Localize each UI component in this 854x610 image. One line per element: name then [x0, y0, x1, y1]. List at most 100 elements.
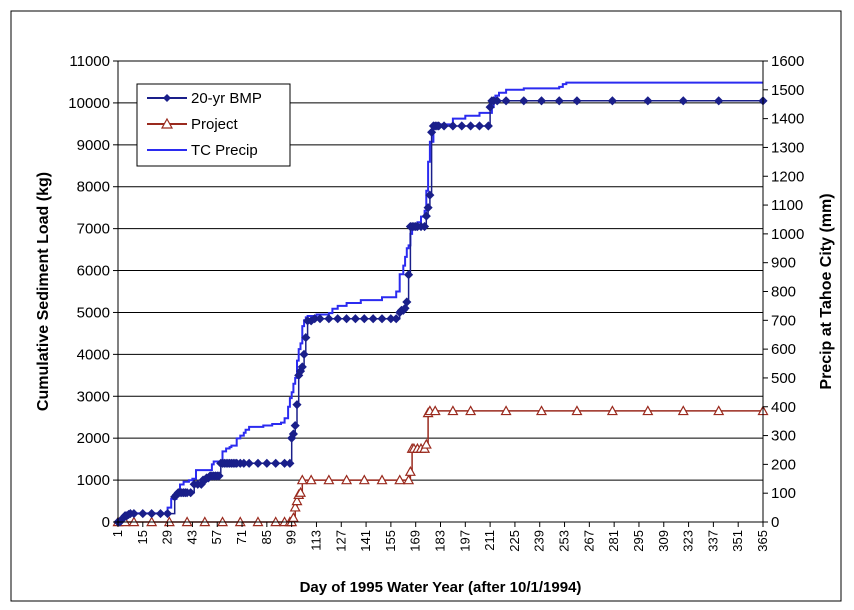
bmp-point: [483, 121, 493, 131]
bmp-point: [147, 509, 157, 519]
bmp-point: [554, 96, 564, 106]
x-tick-label: 211: [482, 530, 497, 551]
bmp-point: [423, 203, 433, 213]
bmp-point: [297, 362, 307, 372]
bmp-point: [163, 509, 173, 519]
y-tick-label: 9000: [77, 137, 110, 154]
bmp-point: [129, 509, 139, 519]
bmp-point: [419, 221, 430, 232]
bmp-point: [439, 121, 449, 131]
project-point: [404, 465, 416, 476]
project-point: [289, 501, 301, 512]
project-point: [294, 486, 307, 497]
legend-marker-diamond: [163, 94, 171, 102]
x-tick-label: 155: [383, 530, 398, 552]
y2-tick-label: 1100: [771, 197, 803, 214]
y-tick-label: 2000: [77, 430, 110, 447]
y-tick-label: 3000: [77, 388, 110, 405]
y-tick-label: 4000: [77, 346, 110, 363]
y-tick-label: 0: [102, 514, 110, 531]
x-tick-label: 57: [209, 530, 224, 544]
bmp-point: [714, 96, 724, 106]
project-point: [535, 405, 548, 416]
x-axis-label: Day of 1995 Water Year (after 10/1/1994): [300, 579, 582, 596]
bmp-point: [244, 458, 254, 468]
bmp-point: [214, 471, 224, 481]
y-tick-label: 11000: [69, 53, 110, 70]
bmp-point: [186, 488, 196, 498]
project-point: [403, 474, 415, 485]
y-tick-label: 7000: [77, 221, 110, 238]
x-tick-label: 281: [606, 530, 621, 552]
x-tick-label: 323: [681, 530, 696, 552]
axes: 0100020003000400050006000700080009000100…: [68, 53, 804, 552]
project-point: [394, 474, 406, 485]
bmp-point: [315, 314, 325, 324]
bmp-point: [643, 96, 653, 106]
bmp-point: [138, 509, 148, 519]
project-point: [358, 474, 370, 485]
x-tick-label: 225: [507, 530, 522, 552]
bmp-point: [448, 121, 458, 131]
legend-label: TC Precip: [191, 142, 258, 159]
bmp-point: [271, 458, 281, 468]
bmp-point: [299, 349, 309, 359]
bmp-point: [519, 96, 529, 106]
x-tick-label: 253: [557, 530, 572, 552]
x-tick-label: 365: [755, 530, 770, 552]
project-point: [571, 405, 583, 416]
bmp-point: [350, 314, 361, 324]
bmp-point: [333, 314, 343, 324]
x-tick-label: 141: [358, 530, 373, 552]
bmp-point: [290, 421, 300, 431]
x-tick-label: 85: [259, 530, 274, 544]
y-tick-label: 10000: [68, 95, 110, 112]
y2-tick-label: 400: [771, 399, 796, 416]
y2-tick-label: 1600: [771, 53, 804, 70]
bmp-point: [253, 458, 263, 468]
bmp-point: [474, 121, 485, 131]
legend: 20-yr BMP Project TC Precip: [136, 83, 291, 167]
y2-axis-label: Precip at Tahoe City (mm): [818, 193, 835, 389]
x-tick-label: 99: [284, 530, 299, 544]
bmp-point: [359, 314, 369, 324]
x-tick-label: 43: [184, 530, 199, 544]
project-point: [447, 405, 459, 416]
x-tick-label: 197: [457, 530, 472, 552]
bmp-point: [607, 96, 617, 106]
project-point: [376, 474, 388, 485]
bmp-point: [572, 96, 582, 106]
bmp-point: [324, 314, 334, 324]
bmp-point: [262, 458, 272, 468]
bmp-point: [678, 96, 688, 106]
y-tick-label: 6000: [77, 263, 110, 280]
x-tick-label: 29: [160, 530, 175, 544]
y2-tick-label: 800: [771, 284, 796, 301]
bmp-point: [368, 314, 378, 324]
x-tick-label: 295: [631, 530, 646, 552]
bmp-point: [155, 509, 166, 519]
y2-tick-label: 600: [771, 341, 796, 358]
y2-tick-label: 1500: [771, 82, 804, 99]
bmp-point: [377, 314, 387, 324]
y2-tick-label: 1000: [771, 226, 804, 243]
y-tick-label: 5000: [77, 304, 110, 321]
x-tick-label: 351: [730, 530, 745, 552]
project-point: [465, 405, 477, 416]
y2-tick-label: 300: [771, 428, 796, 445]
x-tick-label: 239: [532, 530, 547, 552]
x-tick-label: 267: [581, 530, 596, 552]
project-point: [677, 405, 689, 416]
project-point: [713, 405, 725, 416]
x-tick-label: 309: [656, 530, 671, 552]
bmp-point: [285, 458, 295, 468]
legend-marker-triangle: [160, 117, 174, 129]
x-tick-label: 1: [110, 530, 125, 537]
project-point: [642, 405, 654, 416]
bmp-point: [457, 121, 467, 131]
project-point: [420, 438, 432, 449]
project-point: [341, 474, 353, 485]
x-tick-label: 127: [333, 530, 348, 552]
